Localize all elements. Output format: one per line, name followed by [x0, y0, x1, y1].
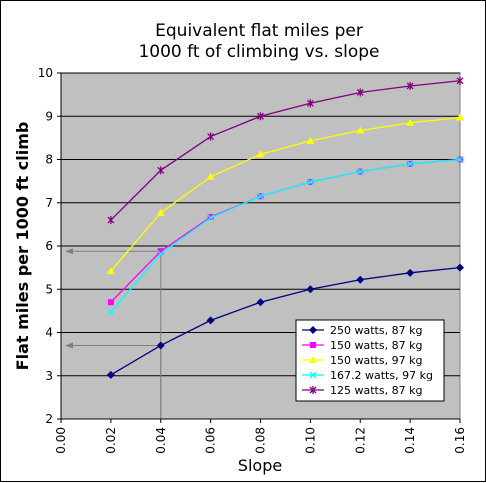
series-4 — [107, 156, 464, 316]
data-point-star — [207, 132, 215, 141]
x-tick-label: 0.12 — [353, 427, 367, 454]
data-point-triangle — [156, 208, 165, 216]
data-point-x — [356, 168, 364, 176]
series-line — [110, 158, 461, 313]
y-tick-label: 8 — [45, 153, 53, 167]
data-point-x — [456, 156, 464, 163]
x-tick-label: 0.06 — [204, 427, 218, 454]
data-point-star — [406, 81, 414, 90]
data-point-triangle — [306, 136, 315, 144]
data-point-diamond — [156, 341, 165, 350]
data-point-star — [107, 216, 115, 225]
data-point-triangle — [309, 356, 317, 363]
y-tick-label: 3 — [45, 369, 53, 383]
data-point-star — [157, 166, 165, 175]
data-point-triangle — [206, 172, 215, 180]
data-point-x — [306, 178, 314, 186]
guide-arrowhead — [65, 342, 73, 349]
chart-title-line-2: 1000 ft of climbing vs. slope — [138, 42, 379, 62]
x-tick-label: 0.10 — [303, 427, 317, 454]
x-axis-label: Slope — [238, 456, 282, 475]
series-1 — [106, 263, 464, 379]
series-5 — [107, 76, 464, 225]
data-point-triangle — [106, 267, 115, 275]
data-point-diamond — [356, 275, 365, 284]
y-tick-label: 4 — [45, 326, 53, 340]
y-tick-label: 9 — [45, 109, 53, 123]
data-point-x — [309, 371, 317, 379]
data-point-x — [406, 160, 414, 168]
legend-entry: 125 watts, 87 kg — [302, 384, 422, 397]
legend-entry: 150 watts, 87 kg — [302, 339, 422, 352]
data-point-diamond — [206, 316, 215, 325]
series-3 — [106, 113, 464, 275]
data-point-square — [107, 299, 114, 306]
data-point-diamond — [306, 285, 315, 294]
data-point-diamond — [256, 298, 265, 307]
data-point-square — [310, 342, 316, 348]
series-group — [106, 76, 464, 379]
data-point-diamond — [309, 326, 317, 334]
data-point-star — [309, 386, 317, 394]
data-point-x — [207, 214, 215, 222]
y-tick-label: 5 — [45, 282, 53, 296]
x-tick-label: 0.04 — [154, 427, 168, 454]
legend-label: 150 watts, 97 kg — [330, 354, 422, 367]
data-point-diamond — [406, 268, 415, 277]
y-tick-label: 2 — [45, 412, 53, 426]
y-tick-label: 7 — [45, 196, 53, 210]
data-point-triangle — [456, 113, 464, 121]
data-point-star — [356, 88, 364, 97]
data-point-triangle — [356, 126, 365, 134]
data-point-x — [107, 308, 115, 316]
data-point-x — [157, 250, 165, 258]
x-tick-label: 0.08 — [254, 427, 268, 454]
legend-label: 167.2 watts, 97 kg — [330, 369, 433, 382]
legend-entry: 167.2 watts, 97 kg — [302, 369, 433, 382]
series-line — [110, 116, 461, 272]
legend-entry: 150 watts, 97 kg — [302, 354, 422, 367]
x-tick-label: 0.02 — [104, 427, 118, 454]
legend-label: 125 watts, 87 kg — [330, 384, 422, 397]
legend-entry: 250 watts, 87 kg — [302, 324, 422, 337]
guide-lines — [65, 248, 162, 419]
legend: 250 watts, 87 kg 150 watts, 87 kg 150 watt… — [295, 319, 445, 402]
x-tick-label: 0.00 — [54, 427, 68, 454]
x-tick-label: 0.14 — [403, 427, 417, 454]
data-point-triangle — [256, 150, 265, 158]
y-tick-label: 10 — [38, 66, 53, 80]
data-point-square — [157, 248, 164, 255]
y-tick-label: 6 — [45, 239, 53, 253]
series-line — [110, 266, 461, 376]
axes: 2 3 4 5 6 7 8 9 10 0.00 0.02 0.04 0.06 0.08 0.10 0.12 0.… — [38, 66, 467, 454]
guide-arrowhead — [65, 248, 73, 255]
data-point-triangle — [406, 118, 415, 126]
data-point-x — [257, 192, 264, 200]
chart-title-line-1: Equivalent flat miles per — [155, 21, 363, 41]
data-point-star — [456, 76, 464, 85]
series-line — [110, 80, 461, 221]
data-point-star — [257, 112, 264, 121]
legend-label: 150 watts, 87 kg — [330, 339, 422, 352]
data-point-diamond — [456, 263, 464, 272]
legend-label: 250 watts, 87 kg — [330, 324, 422, 337]
x-tick-label: 0.16 — [453, 427, 467, 454]
data-point-star — [306, 99, 314, 108]
y-axis-label: Flat miles per 1000 ft climb — [13, 122, 32, 371]
data-point-diamond — [106, 370, 115, 379]
